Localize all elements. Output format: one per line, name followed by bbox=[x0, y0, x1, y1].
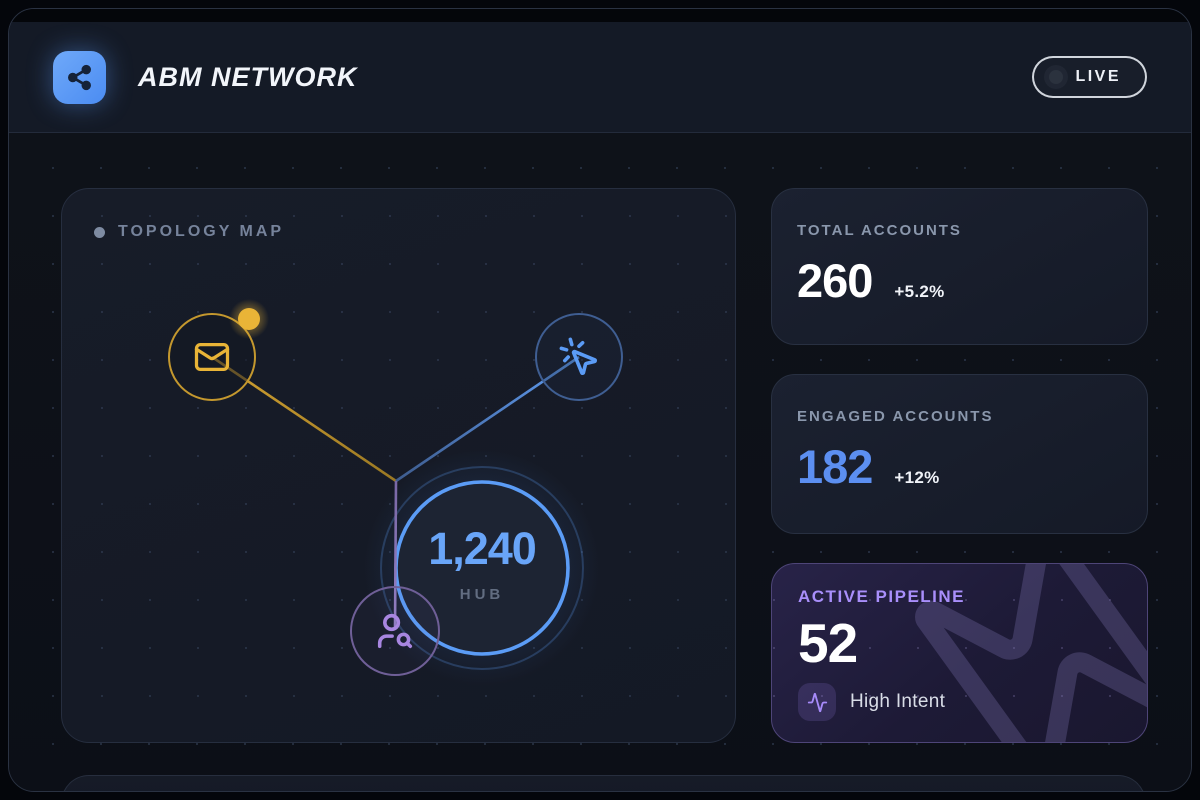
total-accounts-card[interactable]: TOTAL ACCOUNTS 260 +5.2% bbox=[771, 188, 1148, 345]
hub-value: 1,240 bbox=[428, 523, 536, 574]
zap-icon bbox=[915, 564, 1147, 742]
prospect-node-circle[interactable] bbox=[350, 586, 440, 676]
window-top-strip bbox=[9, 9, 1191, 22]
activity-icon bbox=[807, 692, 827, 712]
total-accounts-label: TOTAL ACCOUNTS bbox=[797, 222, 962, 239]
click-node-circle[interactable] bbox=[535, 313, 623, 401]
engaged-accounts-delta: +12% bbox=[894, 468, 940, 487]
node-email[interactable] bbox=[168, 299, 269, 401]
bottom-panel bbox=[61, 775, 1146, 791]
total-accounts-value: 260 bbox=[797, 254, 873, 307]
active-pipeline-label: ACTIVE PIPELINE bbox=[798, 587, 966, 606]
app-window: ABM NETWORK LIVE TOPOLOGY MAP bbox=[8, 8, 1192, 792]
stats-sidebar: TOTAL ACCOUNTS 260 +5.2% ENGAGED ACCOUNT… bbox=[771, 188, 1148, 743]
content-row: TOPOLOGY MAP bbox=[61, 188, 1148, 743]
share-icon bbox=[68, 64, 91, 90]
node-prospect[interactable] bbox=[350, 586, 440, 676]
node-click[interactable] bbox=[535, 313, 623, 401]
edge-hub-to-prospect bbox=[393, 480, 398, 630]
topology-panel-header: TOPOLOGY MAP bbox=[94, 223, 284, 241]
main-content: TOPOLOGY MAP bbox=[9, 133, 1191, 791]
topology-graph: 1,240 HUB bbox=[168, 299, 623, 686]
active-pipeline-value: 52 bbox=[798, 612, 858, 674]
pipeline-tag-text: High Intent bbox=[850, 691, 946, 712]
notification-dot bbox=[238, 308, 260, 330]
topology-panel-title: TOPOLOGY MAP bbox=[118, 223, 285, 240]
hub-outer-ring bbox=[380, 466, 584, 670]
topology-map-panel: TOPOLOGY MAP bbox=[61, 188, 736, 743]
live-label: LIVE bbox=[1075, 68, 1121, 85]
cursor-click-icon bbox=[559, 337, 597, 375]
engaged-accounts-card[interactable]: ENGAGED ACCOUNTS 182 +12% bbox=[771, 374, 1148, 534]
activity-icon-badge bbox=[798, 683, 836, 721]
app-logo bbox=[53, 50, 106, 104]
panel-bullet-dot bbox=[94, 226, 105, 238]
user-search-icon bbox=[377, 613, 413, 649]
live-indicator-dot bbox=[1049, 70, 1064, 84]
app-title: ABM NETWORK bbox=[138, 61, 358, 92]
active-pipeline-card[interactable]: ACTIVE PIPELINE 52 High Intent bbox=[771, 563, 1148, 743]
total-accounts-delta: +5.2% bbox=[894, 282, 945, 301]
pipeline-tag-row: High Intent bbox=[798, 683, 1121, 721]
live-status-badge[interactable]: LIVE bbox=[1032, 56, 1147, 98]
engaged-accounts-label: ENGAGED ACCOUNTS bbox=[797, 408, 994, 425]
app-header: ABM NETWORK LIVE bbox=[9, 22, 1191, 133]
engaged-accounts-value: 182 bbox=[797, 440, 873, 493]
edge-click-to-hub bbox=[395, 355, 580, 483]
hub-label: HUB bbox=[460, 586, 505, 603]
mail-icon bbox=[194, 342, 230, 372]
